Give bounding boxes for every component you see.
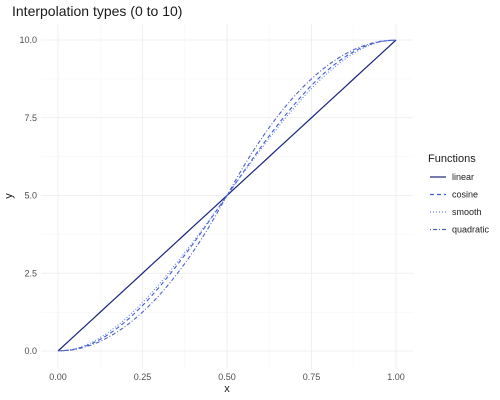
x-axis-ticks: 0.00 0.25 0.50 0.75 1.00 [49, 372, 405, 382]
series-line-smooth [57, 39, 397, 352]
y-tick-label: 5.0 [24, 191, 37, 201]
x-tick-label: 1.00 [387, 372, 405, 382]
x-axis-title: x [224, 383, 230, 395]
x-tick-label: 0.50 [218, 372, 236, 382]
legend-label-smooth: smooth [452, 207, 482, 217]
legend-label-linear: linear [452, 172, 474, 182]
x-tick-label: 0.75 [303, 372, 321, 382]
y-tick-label: 0.0 [24, 346, 37, 356]
chart-title: Interpolation types (0 to 10) [12, 3, 182, 19]
y-axis-ticks: 0.0 2.5 5.0 7.5 10.0 [19, 35, 37, 356]
series-line-quadratic [57, 39, 397, 352]
legend-title: Functions [428, 153, 476, 165]
series-line-cosine [57, 39, 397, 352]
y-axis-title: y [3, 193, 15, 199]
legend-label-quadratic: quadratic [452, 225, 490, 235]
x-tick-label: 0.00 [49, 372, 67, 382]
legend-label-cosine: cosine [452, 190, 478, 200]
series-layer [57, 39, 397, 352]
x-tick-label: 0.25 [134, 372, 152, 382]
y-tick-label: 2.5 [24, 268, 37, 278]
legend: Functions linear cosine smooth quadratic [428, 153, 490, 235]
y-tick-label: 10.0 [19, 35, 37, 45]
y-tick-label: 7.5 [24, 113, 37, 123]
